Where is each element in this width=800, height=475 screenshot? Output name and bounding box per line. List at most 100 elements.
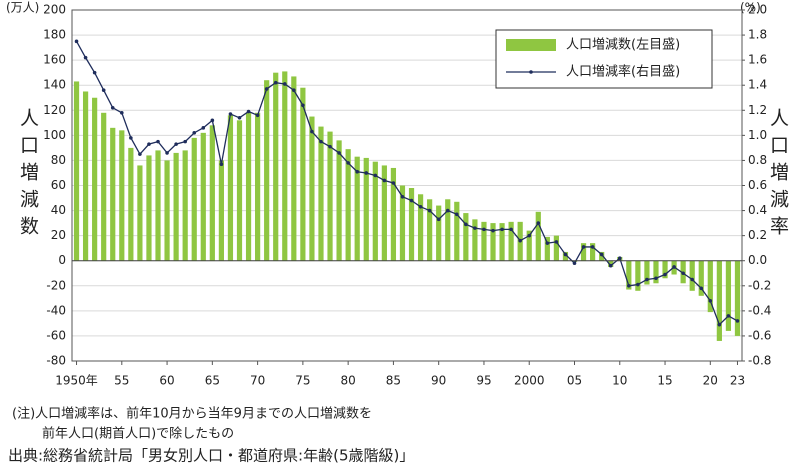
line-point [409, 198, 414, 203]
legend-label: 人口増減率(右目盛) [566, 64, 680, 80]
line-point [545, 241, 550, 245]
note: (注)人口増減率は、前年10月から当年9月までの人口増減数を [12, 406, 372, 422]
y2-tick-label: -0.6 [748, 328, 771, 342]
line-point [726, 314, 731, 318]
bar [417, 194, 424, 261]
bar [218, 160, 224, 261]
y2-axis-title: 人口増減率 [767, 108, 789, 243]
y-tick-label: 180 [43, 28, 66, 42]
bar [92, 97, 98, 261]
y-axis-title: 人口増減数 [17, 108, 39, 243]
line-point [292, 88, 296, 93]
bar [119, 130, 125, 261]
line-point [174, 142, 178, 146]
bar [608, 260, 614, 267]
bar [499, 223, 505, 261]
y-tick-label: 20 [51, 228, 66, 242]
bar [535, 211, 541, 261]
line-point [310, 129, 314, 134]
legend-swatch [506, 39, 556, 51]
line-point [183, 139, 187, 144]
x-tick-label: 20 [703, 374, 718, 388]
bar [82, 91, 89, 261]
y-tick-label: -80 [46, 354, 66, 368]
bar [255, 112, 261, 261]
x-tick-label: 23 [730, 374, 745, 388]
line-point [400, 194, 405, 199]
line-point [735, 319, 740, 323]
line-point [255, 113, 260, 118]
y2-tick-label: -0.2 [748, 278, 771, 292]
x-tick-label: 80 [341, 374, 356, 388]
line-point [138, 152, 142, 156]
line-point [672, 265, 676, 269]
line-point [364, 171, 369, 175]
y2-unit: (%) [740, 1, 761, 15]
line-point [110, 105, 115, 110]
x-tick-label: 1950年 [55, 374, 98, 388]
x-tick-label: 2000 [514, 374, 545, 388]
line-point [201, 126, 206, 130]
line-point [563, 252, 568, 257]
line-point [228, 112, 233, 116]
bar [110, 127, 116, 261]
y2-tick-label: 1.4 [748, 78, 767, 92]
line-point [681, 271, 685, 276]
line [75, 41, 738, 326]
line-point [627, 283, 631, 288]
bar [191, 137, 197, 261]
y-tick-label: -20 [46, 278, 66, 292]
line-point [83, 55, 88, 60]
bar [490, 223, 496, 261]
legend-label: 人口増減数(左目盛) [566, 37, 680, 53]
bar [463, 213, 469, 261]
bar [345, 149, 351, 261]
bar [273, 72, 279, 261]
line-point [572, 261, 577, 266]
line-point [273, 80, 278, 85]
y-tick-label: -40 [46, 303, 66, 317]
x-tick-label: 65 [205, 374, 220, 388]
x-tick-label: 90 [431, 374, 446, 388]
bar [291, 76, 297, 261]
bar [399, 185, 406, 261]
y-tick-label: 60 [51, 178, 66, 192]
y2-tick-label: 1.6 [748, 53, 767, 67]
bar [390, 167, 397, 261]
bar [571, 260, 578, 262]
line-point [301, 103, 305, 108]
line-point [92, 70, 97, 75]
line-point [482, 227, 486, 232]
bar [716, 260, 722, 341]
line-point [454, 212, 459, 217]
y2-tick-label: 1.0 [748, 128, 767, 142]
line-point [608, 263, 613, 268]
line-point [636, 282, 640, 287]
y2-tick-label: 0.6 [748, 178, 767, 192]
line-point [319, 139, 323, 144]
bar [182, 150, 188, 261]
bar [164, 160, 170, 261]
bar [372, 161, 378, 261]
bar [381, 165, 387, 261]
line-point [708, 299, 713, 303]
line-point [590, 245, 595, 249]
bar [635, 260, 641, 291]
line-point [554, 240, 559, 244]
bar [526, 230, 532, 261]
y-tick-label: 120 [43, 103, 66, 117]
bar [327, 131, 333, 261]
legend-swatch [529, 70, 533, 74]
bar [725, 260, 732, 331]
y-unit: (万人) [6, 1, 39, 15]
bar [707, 260, 713, 313]
bar [544, 236, 550, 261]
line-point [74, 39, 79, 44]
plot-frame [71, 9, 743, 362]
bar [580, 243, 587, 261]
bar [662, 260, 668, 279]
line-point [382, 178, 387, 183]
line-point [219, 162, 224, 166]
bar [101, 112, 107, 261]
